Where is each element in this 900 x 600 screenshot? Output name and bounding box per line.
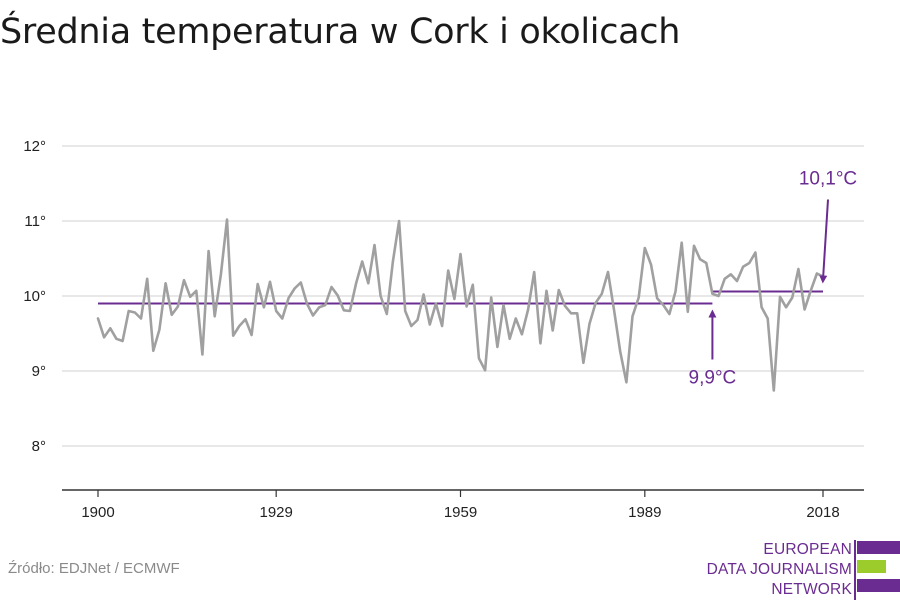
annotations: 9,9°C 10,1°C	[689, 169, 858, 389]
logo-bar-purple-bottom	[857, 579, 900, 592]
axis-layer: 8° 9° 10° 11° 12° 1900 1929 1959 1989 2018	[23, 138, 864, 521]
x-tick-label: 1900	[81, 504, 114, 521]
grid-layer	[62, 145, 864, 447]
page-title: Średnia temperatura w Cork i okolicach	[0, 12, 681, 52]
y-tick-label: 12°	[23, 138, 46, 155]
x-tick-label: 1929	[259, 504, 292, 521]
logo-line-3: NETWORK	[771, 581, 852, 598]
series-layer	[96, 218, 825, 392]
source-note: Źródło: EDJNet / ECMWF	[8, 560, 180, 577]
edjnet-logo: EUROPEAN DATA JOURNALISM NETWORK	[707, 540, 900, 600]
x-tick-label: 1959	[444, 504, 477, 521]
y-tick-label: 11°	[24, 213, 46, 230]
annotation-label: 10,1°C	[799, 169, 857, 190]
x-tick-label: 1989	[628, 504, 661, 521]
y-tick-label: 8°	[32, 438, 46, 455]
logo-bar-purple-top	[857, 541, 900, 554]
logo-line-2: DATA JOURNALISM	[706, 561, 852, 578]
x-tick-label: 2018	[806, 504, 839, 521]
logo-text: EUROPEAN DATA JOURNALISM NETWORK	[707, 540, 852, 600]
y-tick-label: 10°	[23, 288, 46, 305]
logo-divider	[854, 540, 856, 600]
annotation-arrow	[819, 199, 829, 284]
temperature-series-line	[96, 218, 825, 392]
annotation-label: 9,9°C	[689, 368, 737, 389]
logo-bar-green	[857, 560, 886, 573]
logo-line-1: EUROPEAN	[763, 541, 852, 558]
y-tick-label: 9°	[32, 363, 46, 380]
